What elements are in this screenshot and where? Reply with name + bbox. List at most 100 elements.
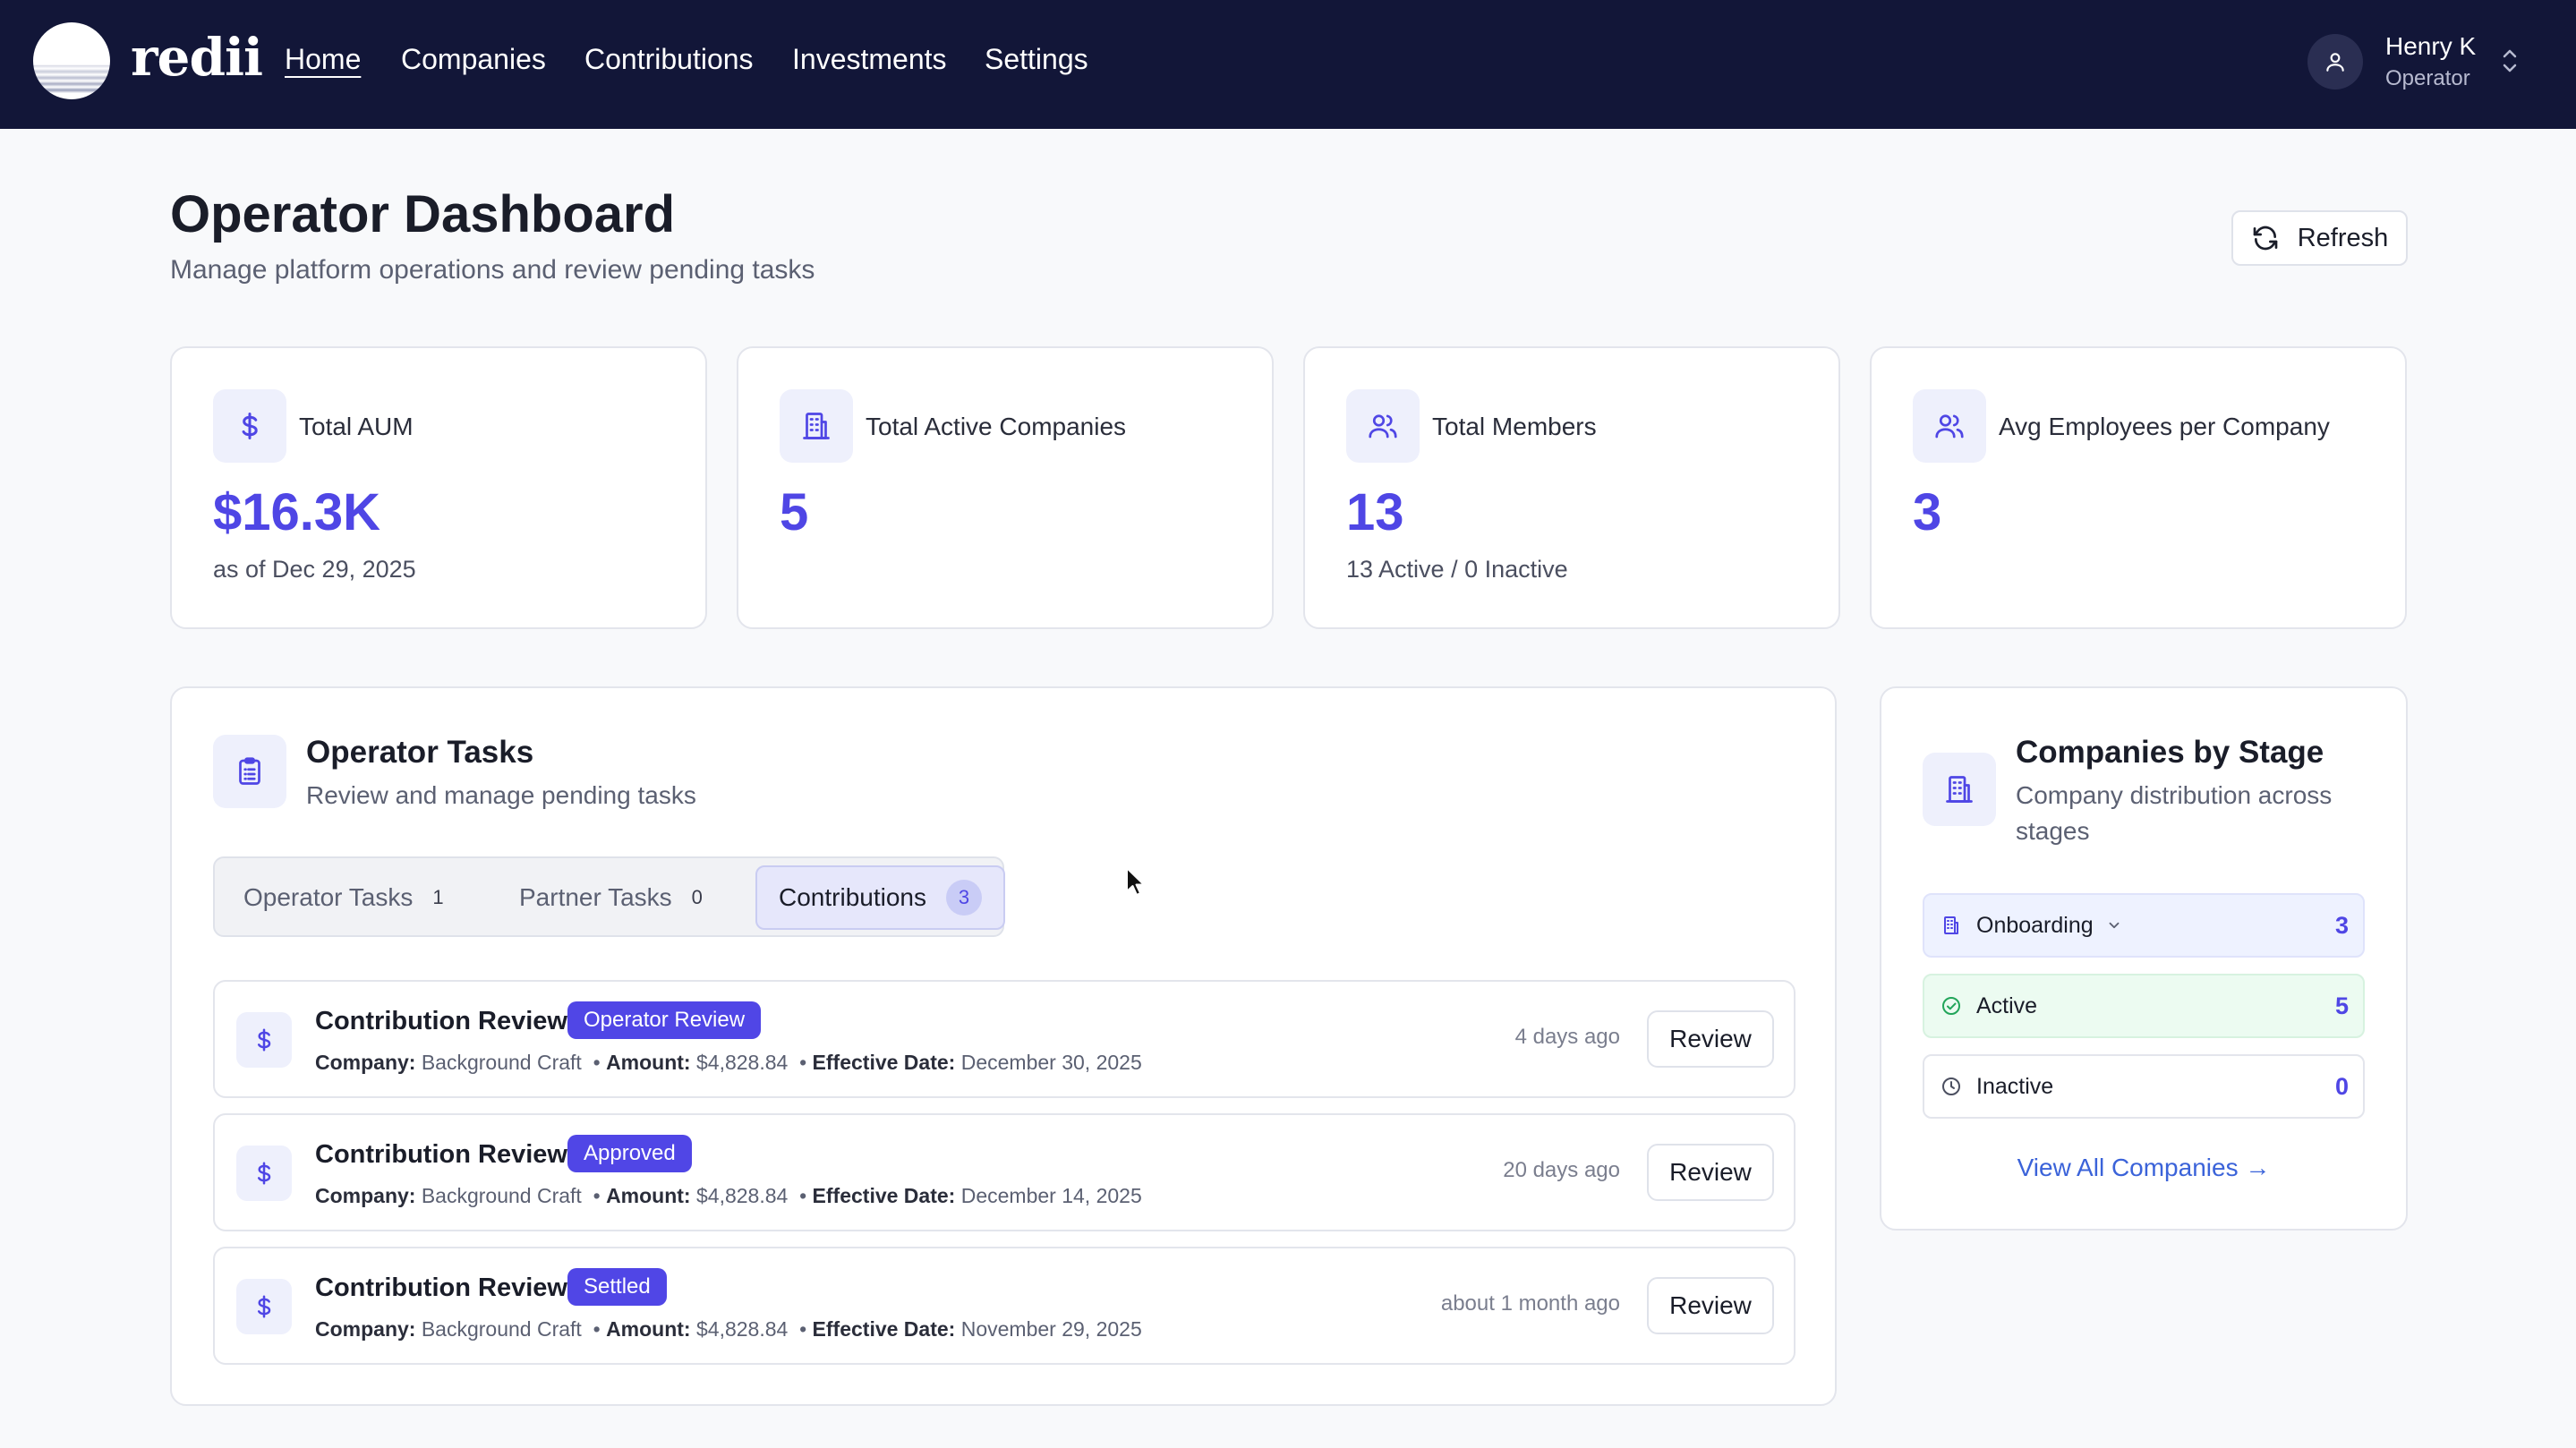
stat-subtext: 13 Active / 0 Inactive [1346,556,1568,583]
task-row[interactable]: Contribution Review Operator Review Comp… [213,980,1796,1098]
meta-label: Effective Date: [812,1184,956,1207]
meta-label: Company: [315,1317,416,1341]
tab-partner-tasks[interactable]: Partner Tasks 0 [498,865,724,930]
company-value: Background Craft [421,1317,582,1341]
status-badge: Approved [567,1135,692,1172]
tab-contributions[interactable]: Contributions 3 [755,865,1005,930]
building-icon [780,389,853,463]
tab-count: 0 [691,886,703,908]
effective-date-value: December 14, 2025 [960,1184,1142,1207]
top-navigation-bar: redii Home Companies Contributions Inves… [0,0,2576,129]
users-icon [1346,389,1420,463]
task-title: Contribution Review [315,1140,567,1169]
task-timestamp: 4 days ago [1514,1025,1620,1049]
tab-label: Partner Tasks [519,883,672,911]
effective-date-value: December 30, 2025 [960,1051,1142,1074]
refresh-icon [2253,226,2278,251]
task-meta: Company: Background Craft • Amount: $4,8… [315,1317,1142,1341]
building-icon [1923,753,1996,826]
tab-count: 1 [432,886,444,908]
user-role: Operator [2385,66,2470,90]
stage-count: 3 [2334,911,2349,939]
operator-tasks-panel: Operator Tasks Review and manage pending… [170,686,1837,1406]
task-title: Contribution Review [315,1273,567,1302]
stat-label: Total Active Companies [866,413,1127,440]
meta-label: Amount: [606,1184,691,1207]
meta-label: Effective Date: [812,1051,956,1074]
meta-label: Effective Date: [812,1317,956,1341]
refresh-button[interactable]: Refresh [2231,210,2408,266]
task-timestamp: 20 days ago [1503,1158,1620,1182]
nav-settings[interactable]: Settings [985,43,1088,75]
task-meta: Company: Background Craft • Amount: $4,8… [315,1184,1142,1207]
tasks-title: Operator Tasks [306,735,534,770]
task-title: Contribution Review [315,1007,567,1035]
building-icon [1939,913,1964,938]
stat-label: Total AUM [299,413,414,440]
user-icon [2326,53,2344,72]
dollar-icon [213,389,286,463]
stage-label: Onboarding [1976,912,2094,938]
nav-investments[interactable]: Investments [792,43,947,75]
review-button[interactable]: Review [1647,1144,1774,1201]
brand-name[interactable]: redii [131,27,263,88]
stage-label: Active [1976,992,2038,1018]
chevron-down-icon[interactable] [2106,917,2122,933]
stat-subtext: as of Dec 29, 2025 [213,556,416,583]
amount-value: $4,828.84 [695,1184,789,1207]
users-icon [1913,389,1986,463]
stage-subtitle-line: Company distribution across [2016,781,2333,809]
stage-row-inactive[interactable]: Inactive 0 [1923,1054,2365,1119]
user-name[interactable]: Henry K [2385,32,2477,60]
stat-card-active-companies: Total Active Companies 5 [737,346,1274,629]
clipboard-icon [213,735,286,808]
company-value: Background Craft [421,1051,582,1074]
user-avatar[interactable] [2307,34,2363,89]
stage-count: 0 [2334,1072,2349,1100]
tasks-subtitle: Review and manage pending tasks [306,781,696,809]
task-row[interactable]: Contribution Review Approved Company: Ba… [213,1113,1796,1231]
stat-label: Avg Employees per Company [1999,413,2330,440]
nav-contributions[interactable]: Contributions [584,43,754,75]
tab-count: 3 [945,880,982,916]
task-row[interactable]: Contribution Review Settled Company: Bac… [213,1247,1796,1365]
companies-by-stage-panel: Companies by Stage Company distribution … [1880,686,2408,1231]
stat-label: Total Members [1432,413,1597,440]
review-button[interactable]: Review [1647,1010,1774,1068]
dollar-icon [236,1012,292,1068]
clock-icon [1939,1074,1964,1099]
stage-subtitle-line: stages [2016,817,2090,845]
meta-label: Amount: [606,1317,691,1341]
stat-card-total-aum: Total AUM $16.3K as of Dec 29, 2025 [170,346,707,629]
nav-companies[interactable]: Companies [401,43,546,75]
amount-value: $4,828.84 [695,1317,789,1341]
dollar-icon [236,1146,292,1201]
task-tabs: Operator Tasks 1 Partner Tasks 0 Contrib… [213,856,1005,937]
brand-logo-icon[interactable] [33,22,110,99]
nav-home[interactable]: Home [285,43,362,75]
mouse-cursor-icon [1125,866,1147,903]
check-circle-icon [1939,993,1964,1018]
stat-value: 5 [780,483,809,541]
page-title: Operator Dashboard [170,185,675,243]
stage-row-active[interactable]: Active 5 [1923,974,2365,1038]
stage-row-onboarding[interactable]: Onboarding 3 [1923,893,2365,958]
amount-value: $4,828.84 [695,1051,789,1074]
page-subtitle: Manage platform operations and review pe… [170,255,815,285]
stage-subtitle: Company distribution across stages [2016,778,2332,849]
company-value: Background Craft [421,1184,582,1207]
chevron-up-down-icon[interactable] [2499,45,2521,81]
stat-value: 13 [1346,483,1404,541]
dollar-icon [236,1279,292,1334]
meta-label: Company: [315,1051,416,1074]
review-button[interactable]: Review [1647,1277,1774,1334]
tab-operator-tasks[interactable]: Operator Tasks 1 [222,865,465,930]
effective-date-value: November 29, 2025 [960,1317,1142,1341]
status-badge: Settled [567,1268,667,1306]
tab-label: Contributions [779,883,926,911]
status-badge: Operator Review [567,1001,762,1039]
tab-label: Operator Tasks [243,883,414,911]
view-all-companies-link[interactable]: View All Companies → [2017,1154,2271,1181]
stat-card-avg-employees: Avg Employees per Company 3 [1870,346,2407,629]
meta-label: Company: [315,1184,416,1207]
